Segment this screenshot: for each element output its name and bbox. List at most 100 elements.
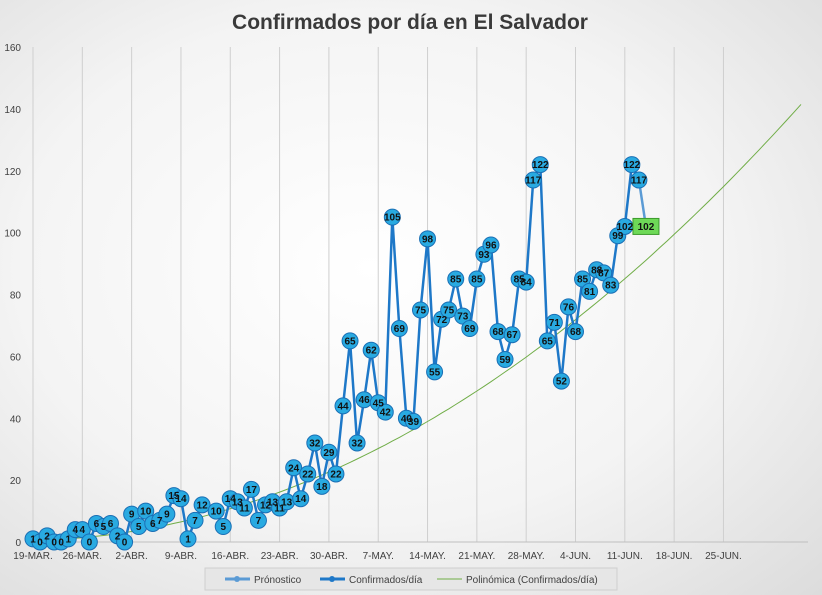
x-axis: 19-MAR. 26-MAR. 2-ABR. 9-ABR. 16-ABR. 23-ABR.… (13, 541, 808, 562)
data-label: 55 (429, 367, 441, 378)
confirmed-point (538, 332, 556, 350)
x-tick-label: 14-MAY. (409, 551, 446, 562)
confirmed-point (235, 499, 253, 517)
series-group (24, 156, 660, 551)
y-tick-label: 120 (4, 167, 21, 178)
x-tick-label: 28-MAY. (508, 551, 545, 562)
x-tick-label: 2-ABR. (116, 551, 148, 562)
confirmed-point (419, 230, 437, 248)
legend-trend-label: Polinómica (Confirmados/día) (466, 575, 598, 586)
legend-confirmed-label: Confirmados/día (349, 575, 423, 586)
x-tick-label: 16-ABR. (211, 551, 249, 562)
confirmed-point (552, 372, 570, 390)
confirmed-point (404, 412, 422, 430)
data-label: 22 (330, 469, 342, 480)
data-label: 98 (422, 234, 434, 245)
confirmed-point (524, 171, 542, 189)
data-label: 1 (30, 534, 36, 545)
data-label: 85 (514, 275, 526, 286)
confirmed-point (426, 363, 444, 381)
confirmed-point (348, 434, 366, 452)
data-label: 13 (267, 497, 279, 508)
confirmed-point (383, 208, 401, 226)
data-label: 9 (164, 510, 170, 521)
data-label: 0 (122, 538, 128, 549)
confirmed-point (496, 350, 514, 368)
data-label: 42 (380, 408, 392, 419)
data-label: 15 (168, 491, 180, 502)
confirmed-point (390, 320, 408, 338)
x-tick-label: 4-JUN. (560, 551, 591, 562)
confirmed-point (299, 465, 317, 483)
data-label: 4 (80, 525, 86, 536)
legend-marker-forecast (234, 576, 240, 582)
data-label: 85 (471, 275, 483, 286)
y-tick-label: 160 (4, 43, 21, 54)
data-label: 1 (65, 534, 71, 545)
data-label: 24 (288, 463, 300, 474)
data-label: 9 (129, 510, 135, 521)
y-tick-label: 140 (4, 105, 21, 116)
data-label: 2 (44, 531, 50, 542)
confirmed-point (412, 301, 429, 319)
data-label: 81 (584, 287, 596, 298)
data-label: 7 (192, 516, 198, 527)
data-label: 105 (384, 213, 401, 224)
data-label: 32 (352, 439, 364, 450)
data-label: 117 (525, 176, 542, 187)
data-label: 18 (316, 482, 328, 493)
data-label: 22 (302, 469, 314, 480)
confirmed-point (158, 505, 176, 523)
data-label: 102 (638, 222, 655, 233)
data-label: 6 (108, 519, 114, 530)
y-axis: 0 20 40 60 80 100 120 140 160 (4, 43, 21, 549)
confirmed-point (623, 156, 641, 174)
data-label: 17 (246, 485, 258, 496)
confirmed-point (172, 490, 190, 508)
x-tick-label: 19-MAR. (13, 551, 52, 562)
x-tick-label: 9-ABR. (165, 551, 197, 562)
data-label: 12 (197, 500, 209, 511)
confirmed-point (80, 533, 98, 551)
data-label: 88 (591, 265, 603, 276)
confirmed-point (531, 156, 549, 174)
confirmed-point (242, 480, 260, 498)
x-tick-label: 7-MAY. (363, 551, 394, 562)
data-label: 0 (58, 538, 64, 549)
confirmed-point (285, 459, 303, 477)
data-label: 7 (157, 516, 163, 527)
confirmed-point (214, 518, 232, 536)
confirmed-point (327, 465, 345, 483)
data-label: 52 (556, 377, 568, 388)
data-label: 75 (415, 305, 427, 316)
data-label: 10 (211, 507, 223, 518)
x-tick-label: 21-MAY. (458, 551, 495, 562)
data-label: 6 (150, 519, 156, 530)
data-label: 87 (598, 268, 610, 279)
x-tick-label: 23-ABR. (261, 551, 299, 562)
confirmed-point (306, 434, 324, 452)
data-label: 76 (563, 302, 575, 313)
legend: Prónostico Confirmados/día Polinómica (C… (204, 567, 618, 591)
data-label: 68 (492, 327, 504, 338)
data-label: 44 (337, 401, 349, 412)
confirmed-point (482, 236, 500, 254)
data-label: 0 (87, 538, 93, 549)
confirmed-point (581, 282, 599, 300)
confirmed-point (517, 273, 535, 291)
x-tick-label: 25-JUN. (705, 551, 742, 562)
y-tick-label: 20 (10, 476, 22, 487)
confirmed-point (545, 313, 563, 331)
data-label: 102 (616, 222, 633, 233)
data-label: 4 (72, 525, 78, 536)
data-label: 14 (175, 494, 187, 505)
data-label: 40 (401, 414, 413, 425)
data-label: 13 (232, 497, 244, 508)
data-label: 93 (478, 250, 490, 261)
data-label: 5 (220, 522, 226, 533)
confirmed-point (559, 298, 577, 316)
data-label: 14 (225, 494, 237, 505)
y-tick-label: 0 (15, 538, 21, 549)
y-tick-label: 40 (10, 414, 22, 425)
confirmed-point (186, 511, 204, 529)
